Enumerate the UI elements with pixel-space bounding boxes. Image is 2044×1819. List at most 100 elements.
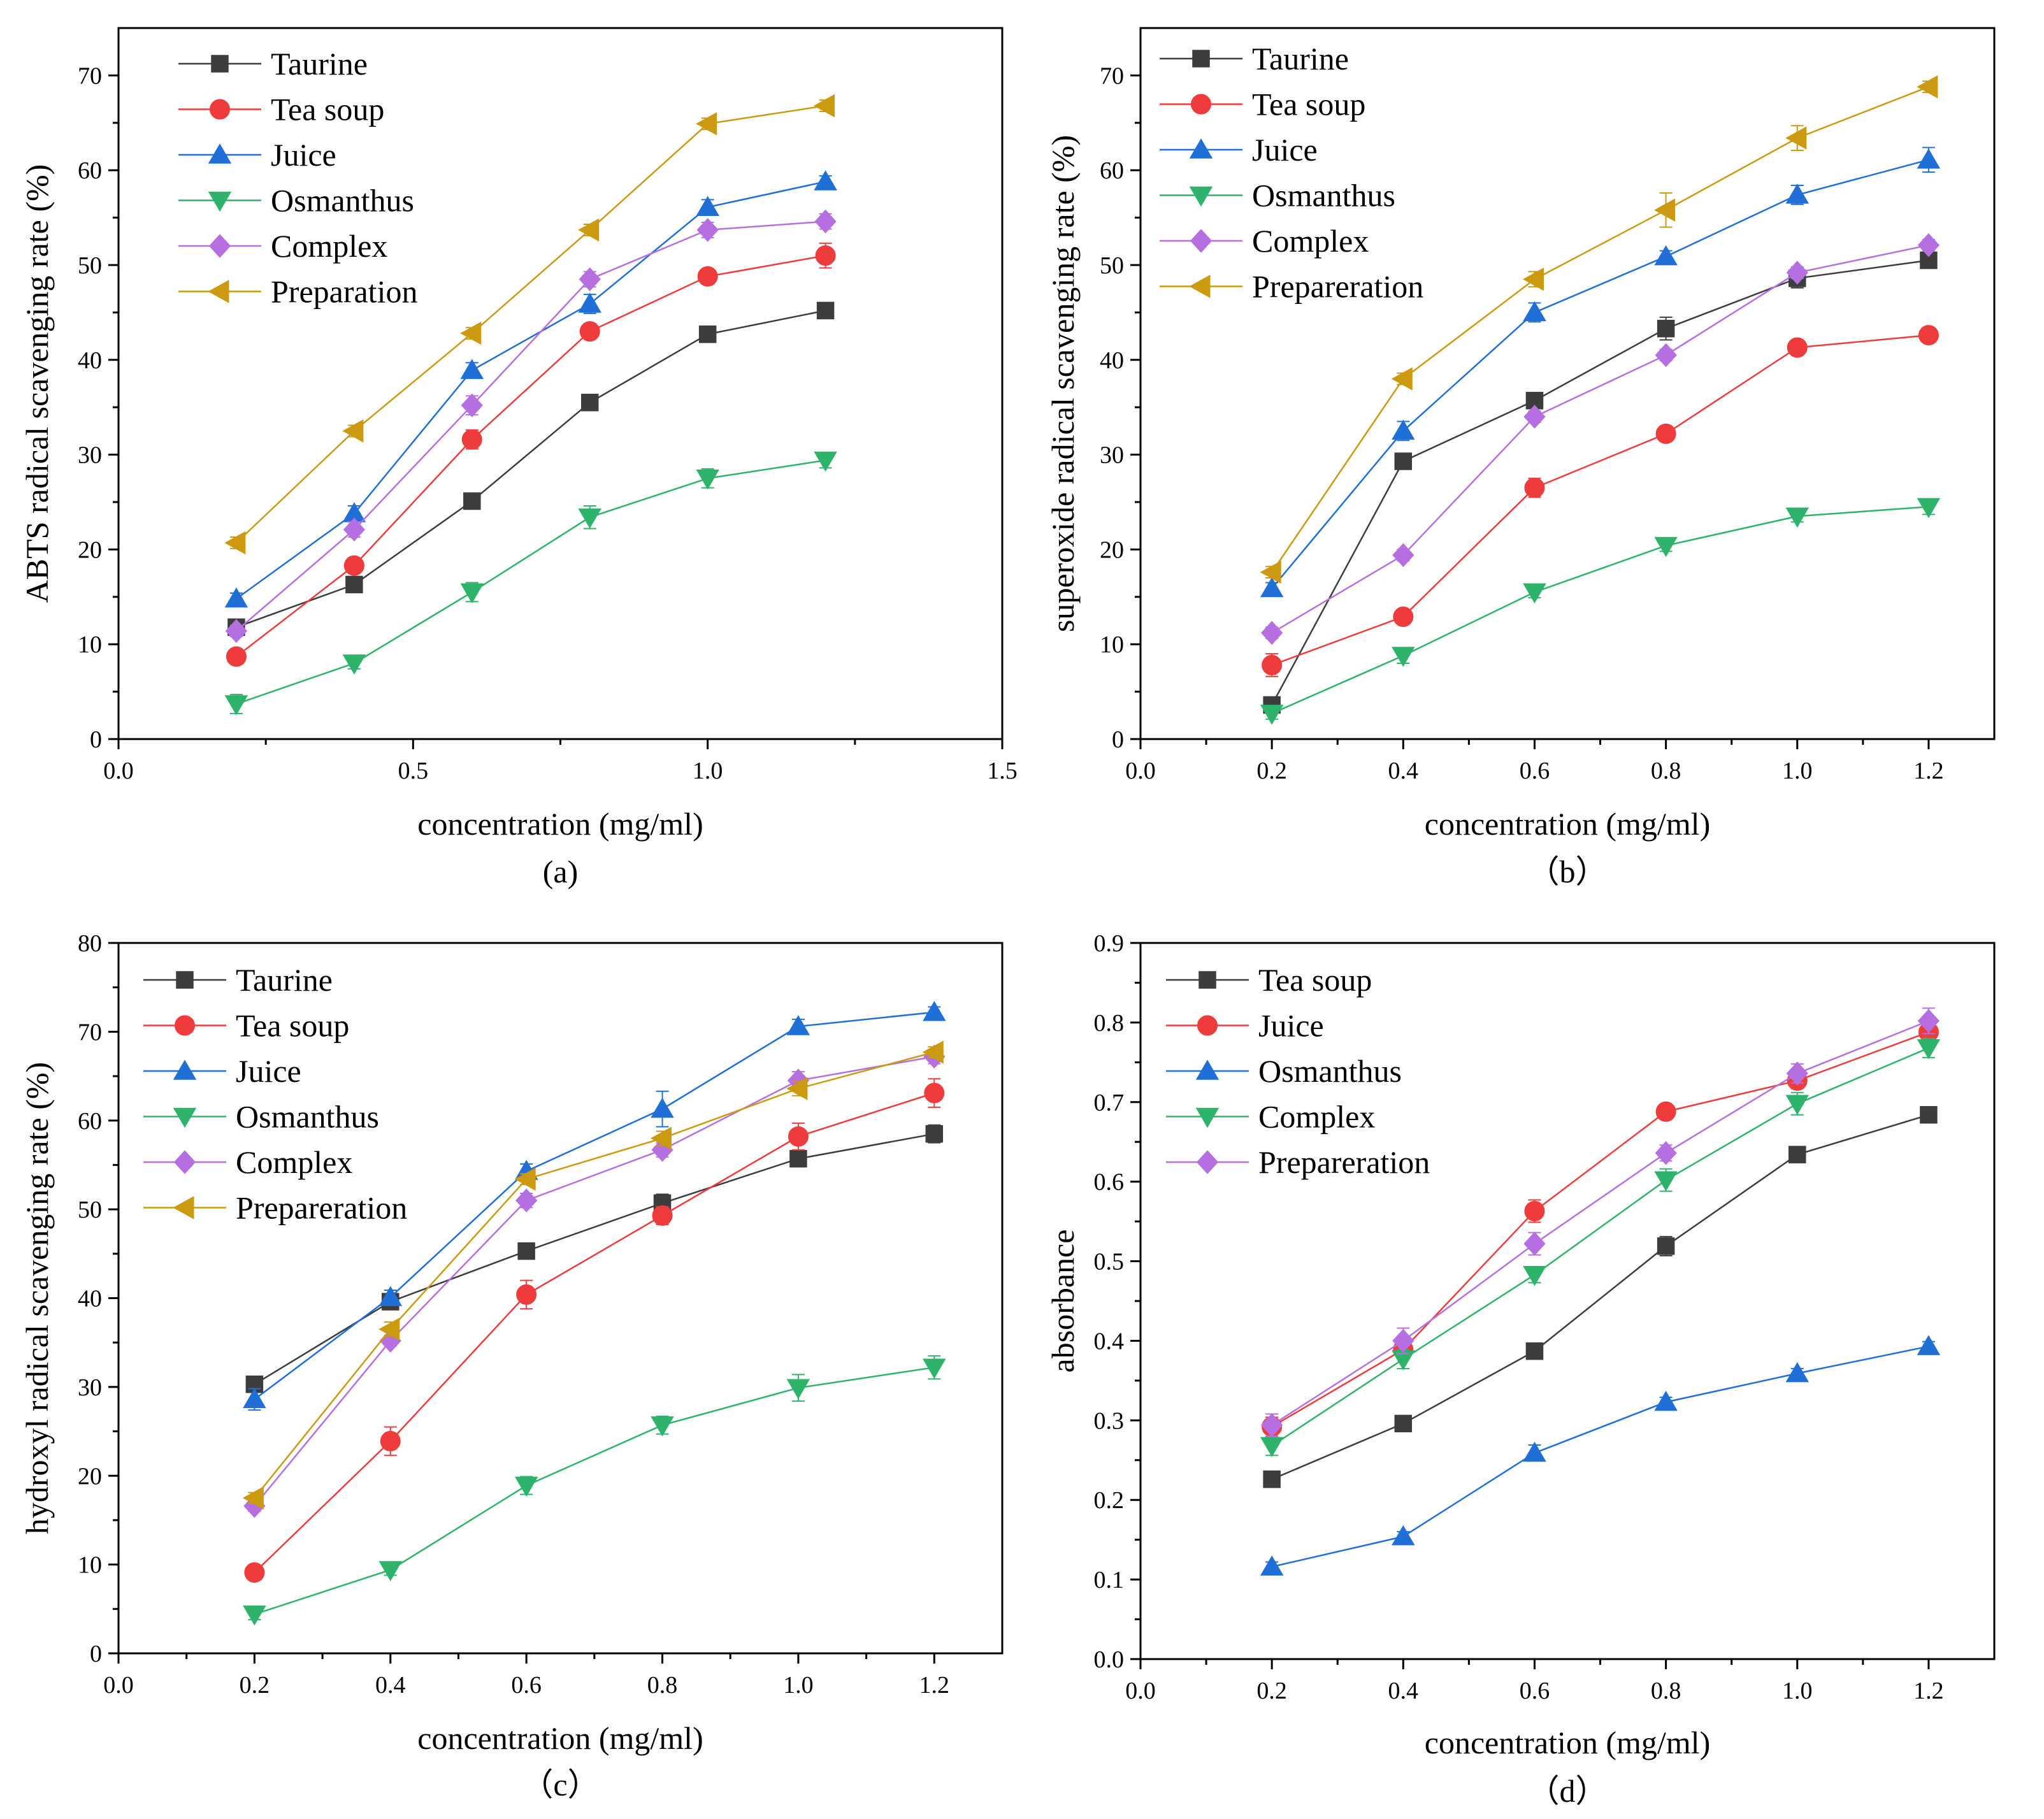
series-juice (243, 1001, 946, 1411)
data-point (1787, 337, 1808, 358)
series-line (254, 1051, 935, 1499)
series-tea-soup (226, 242, 836, 667)
x-tick-label: 0.0 (1125, 1678, 1156, 1704)
y-tick-label: 0.2 (1094, 1487, 1125, 1514)
series-prepareration (242, 1040, 944, 1510)
legend-marker (1189, 186, 1213, 207)
data-point (1785, 126, 1807, 150)
data-point (1655, 1101, 1676, 1122)
legend-label: Complex (236, 1144, 352, 1180)
x-tick-label: 0.6 (1520, 758, 1550, 784)
y-tick-label: 10 (1100, 631, 1124, 658)
y-tick-label: 0.0 (1094, 1646, 1125, 1673)
panel-caption: (a) (543, 854, 579, 889)
y-tick-label: 10 (78, 631, 102, 658)
series-line (1271, 506, 1929, 714)
x-tick-label: 0.4 (1388, 1678, 1419, 1704)
series-line (1271, 244, 1929, 634)
data-point (1260, 1437, 1284, 1457)
legend-marker (173, 1196, 194, 1219)
data-point (580, 394, 599, 412)
data-point (578, 508, 601, 529)
data-point (696, 196, 719, 216)
data-point (1260, 577, 1284, 598)
data-point (1657, 1237, 1675, 1255)
x-tick-label: 0.8 (1651, 758, 1681, 784)
data-point (1917, 1335, 1941, 1355)
data-point (1917, 1009, 1940, 1033)
legend-label: Tea soup (271, 92, 384, 127)
data-point (1523, 1441, 1546, 1462)
series-line (1271, 1047, 1929, 1447)
legend-marker (208, 143, 232, 164)
legend-label: Juice (1258, 1008, 1324, 1044)
data-point (1785, 183, 1810, 204)
data-point (1261, 621, 1283, 645)
data-point (244, 1562, 265, 1583)
series-osmanthus (1260, 498, 1941, 725)
data-point (1522, 268, 1544, 291)
x-tick-label: 0.4 (375, 1672, 406, 1699)
data-point (1654, 536, 1678, 557)
legend-marker (173, 1150, 196, 1174)
data-point (460, 583, 484, 604)
legend-label: Osmanthus (236, 1099, 379, 1135)
data-point (923, 1001, 946, 1021)
data-point (380, 1430, 401, 1451)
legend-label: Complex (1252, 223, 1369, 259)
x-tick-label: 0.6 (511, 1672, 542, 1699)
x-tick-label: 1.2 (1913, 1678, 1944, 1704)
data-point (1655, 423, 1676, 444)
legend-label: Preparation (271, 274, 417, 310)
y-tick-label: 20 (1100, 536, 1124, 563)
data-point (1392, 1328, 1414, 1353)
legend: Taurine Tea soup Juice Osmanthus Complex Prep… (178, 46, 417, 310)
data-point (243, 1388, 266, 1409)
legend-label: Osmanthus (1258, 1053, 1402, 1089)
data-point (814, 209, 837, 234)
series-tea-soup (1262, 325, 1939, 677)
data-point (378, 1286, 403, 1306)
legend-label: Tea soup (1252, 87, 1365, 122)
y-tick-label: 10 (78, 1552, 102, 1579)
legend-marker (1190, 229, 1213, 253)
y-tick-label: 0.3 (1094, 1407, 1125, 1434)
data-point (786, 1077, 808, 1100)
data-point (923, 1358, 946, 1379)
data-point (461, 393, 483, 417)
y-tick-label: 0.5 (1094, 1249, 1125, 1276)
x-tick-label: 0.0 (1125, 758, 1156, 784)
chart-panel-d: 0.0 0.2 0.4 0.6 0.8 1.0 1.2 0.0 0.1 0.2 0.3 0.4 0.5 0… (1045, 930, 1996, 1809)
series-line (1271, 1114, 1929, 1480)
data-point (652, 1205, 673, 1226)
x-axis-label: concentration (mg/ml) (1425, 806, 1710, 842)
x-tick-label: 1.0 (693, 758, 723, 784)
data-point (516, 1284, 537, 1305)
data-point (786, 1015, 810, 1035)
data-point (226, 646, 247, 667)
y-tick-label: 0 (90, 1641, 102, 1667)
data-point (1654, 198, 1676, 222)
series-line (1271, 259, 1929, 705)
data-point (1394, 452, 1413, 470)
data-point (814, 170, 837, 191)
x-tick-label: 0.8 (1651, 1678, 1681, 1704)
data-point (1523, 1266, 1546, 1286)
data-point (922, 1040, 944, 1064)
legend-label: Tea soup (1258, 962, 1372, 998)
legend-label: Juice (1252, 132, 1318, 168)
data-point (460, 321, 482, 345)
chart-panel-a: 0.0 0.5 1.0 1.5 0 10 20 30 40 50 60 70 concentration… (19, 27, 1018, 889)
data-point (345, 575, 363, 594)
series-line (254, 1366, 935, 1615)
panel-caption: （b） (1528, 854, 1608, 889)
legend-label: Prepareration (1252, 269, 1423, 305)
y-tick-label: 40 (78, 1286, 102, 1312)
data-point (1262, 654, 1283, 675)
series-line (254, 1092, 935, 1574)
data-point (651, 1097, 674, 1118)
data-point (1524, 477, 1545, 498)
data-point (815, 245, 836, 266)
data-point (1785, 507, 1810, 528)
legend-marker (208, 280, 229, 303)
